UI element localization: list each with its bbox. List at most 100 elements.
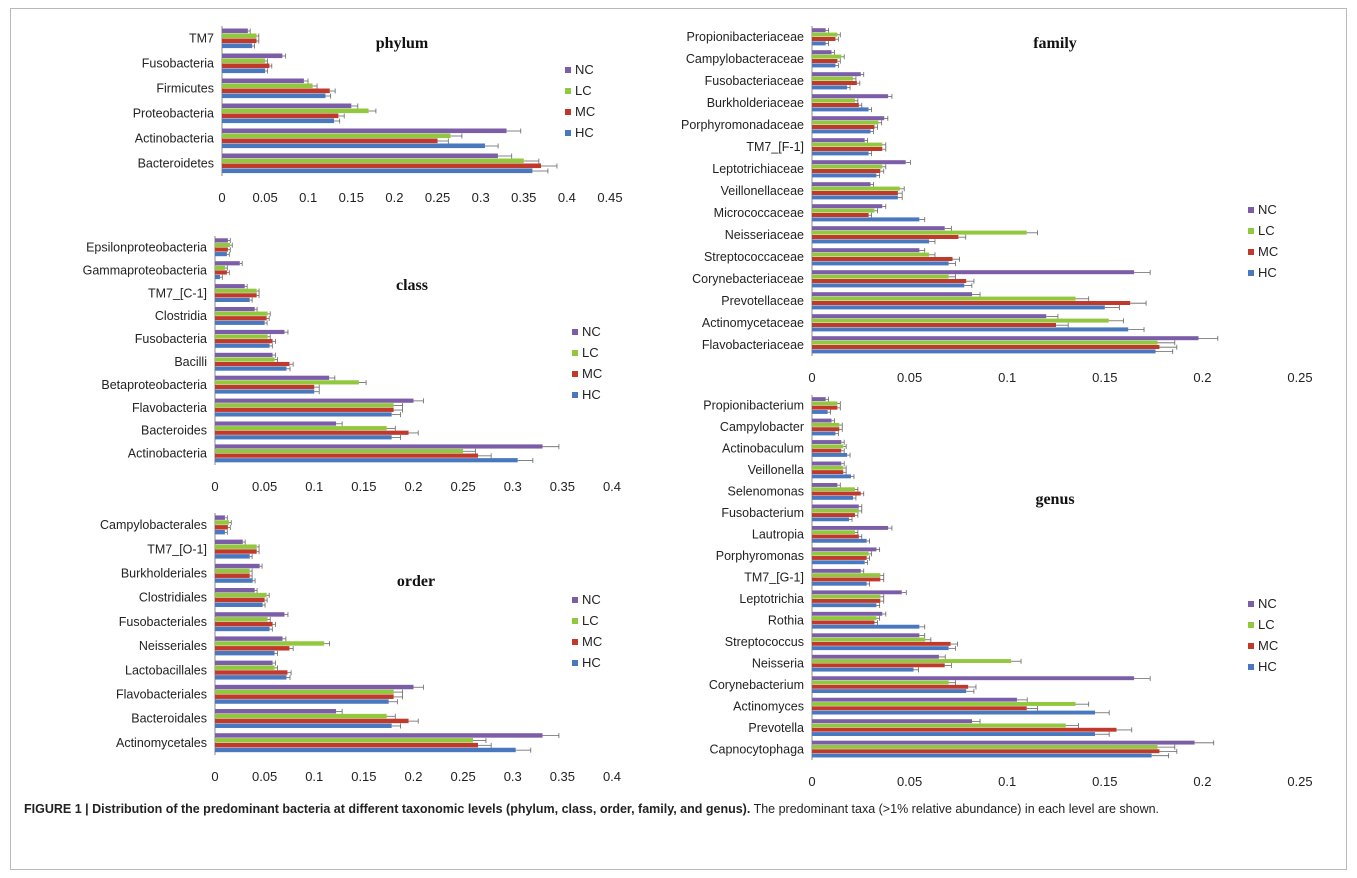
bar-LC — [215, 242, 230, 248]
legend-label: NC — [1258, 596, 1277, 611]
x-tick-label: 0.35 — [550, 769, 575, 784]
legend-swatch-HC — [565, 130, 571, 136]
bar-LC — [222, 108, 369, 114]
bar-HC — [812, 538, 867, 543]
bar-NC — [812, 116, 885, 121]
bar-NC — [812, 28, 826, 33]
legend-swatch-HC — [572, 392, 578, 398]
bar-MC — [222, 138, 438, 144]
bar-MC — [812, 301, 1131, 305]
x-tick-label: 0.05 — [897, 370, 922, 385]
x-tick-label: 0.25 — [450, 479, 475, 494]
category-label: Corynebacterium — [709, 678, 804, 692]
category-label: Betaproteobacteria — [101, 378, 207, 392]
bar-LC — [215, 403, 394, 408]
bar-LC — [222, 83, 313, 89]
bar-HC — [215, 366, 287, 371]
bar-HC — [215, 297, 250, 303]
legend-swatch-LC — [572, 618, 578, 624]
bar-HC — [215, 626, 270, 632]
bar-LC — [215, 689, 394, 695]
bar-HC — [215, 529, 225, 535]
bar-MC — [812, 147, 883, 151]
bar-MC — [812, 706, 1027, 711]
legend-label: NC — [1258, 202, 1277, 217]
x-tick-label: 0.4 — [603, 769, 621, 784]
bar-NC — [812, 611, 883, 616]
bar-NC — [215, 588, 255, 593]
legend-swatch-HC — [1248, 270, 1254, 276]
legend-swatch-HC — [1248, 664, 1254, 670]
bar-LC — [215, 426, 387, 431]
bar-LC — [215, 617, 268, 622]
x-tick-label: 0.25 — [425, 190, 450, 205]
bar-HC — [812, 560, 865, 565]
bar-LC — [812, 530, 855, 535]
category-label: Actinomycetaceae — [702, 316, 804, 330]
bar-HC — [812, 327, 1129, 332]
bar-HC — [215, 578, 253, 583]
bar-HC — [812, 452, 848, 457]
bar-LC — [812, 252, 930, 257]
category-label: Proteobacteria — [133, 107, 214, 121]
bar-MC — [215, 549, 257, 554]
category-label: Bacilli — [174, 355, 207, 369]
legend-label: HC — [1258, 659, 1277, 674]
legend-swatch-LC — [1248, 622, 1254, 628]
bar-NC — [812, 94, 889, 99]
category-label: Campylobacterales — [100, 518, 207, 532]
bar-HC — [222, 143, 485, 149]
bar-MC — [215, 742, 479, 748]
legend-label: LC — [1258, 223, 1275, 238]
bar-MC — [215, 361, 290, 367]
bar-LC — [222, 133, 451, 139]
bar-HC — [812, 41, 826, 46]
bar-MC — [812, 491, 861, 496]
bar-HC — [215, 389, 315, 394]
bar-NC — [812, 654, 939, 659]
category-label: Clostridia — [155, 309, 207, 323]
category-label: TM7_[C-1] — [148, 286, 207, 300]
category-label: Flavobacteria — [132, 401, 207, 415]
bar-NC — [812, 336, 1199, 341]
bar-HC — [215, 320, 265, 325]
legend-label: HC — [575, 125, 594, 140]
bar-MC — [215, 384, 315, 390]
x-tick-label: 0.1 — [998, 370, 1016, 385]
bar-HC — [812, 732, 1096, 736]
legend-swatch-LC — [1248, 228, 1254, 234]
bar-NC — [222, 128, 507, 134]
bar-NC — [215, 684, 414, 690]
category-label: Firmicutes — [156, 82, 214, 96]
bar-LC — [215, 357, 275, 362]
bar-LC — [812, 573, 881, 578]
category-label: Burkholderiales — [121, 567, 207, 581]
bar-LC — [812, 401, 838, 406]
bar-HC — [812, 151, 869, 156]
bar-HC — [215, 675, 287, 680]
bar-HC — [812, 474, 852, 479]
bar-MC — [812, 620, 875, 625]
bar-NC — [812, 50, 832, 55]
bar-LC — [812, 659, 1012, 663]
bar-HC — [215, 458, 518, 463]
bar-LC — [215, 544, 257, 549]
bar-HC — [812, 646, 949, 651]
bar-NC — [812, 270, 1135, 275]
bar-HC — [812, 581, 867, 586]
panel-title: phylum — [376, 35, 429, 52]
bar-NC — [215, 709, 337, 714]
x-tick-label: 0.4 — [603, 479, 621, 494]
category-label: Flavobacteriales — [116, 688, 207, 702]
category-label: Actinomycetales — [116, 736, 207, 750]
bar-MC — [215, 573, 250, 578]
bar-NC — [222, 53, 283, 59]
x-tick-label: 0.1 — [998, 774, 1016, 789]
bar-MC — [222, 63, 270, 69]
category-label: Rothia — [768, 613, 804, 627]
x-tick-label: 0 — [211, 479, 218, 494]
category-label: Leptotrichia — [739, 592, 804, 606]
bar-NC — [812, 138, 865, 143]
x-tick-label: 0 — [211, 769, 218, 784]
category-label: Epsilonproteobacteria — [86, 240, 207, 254]
